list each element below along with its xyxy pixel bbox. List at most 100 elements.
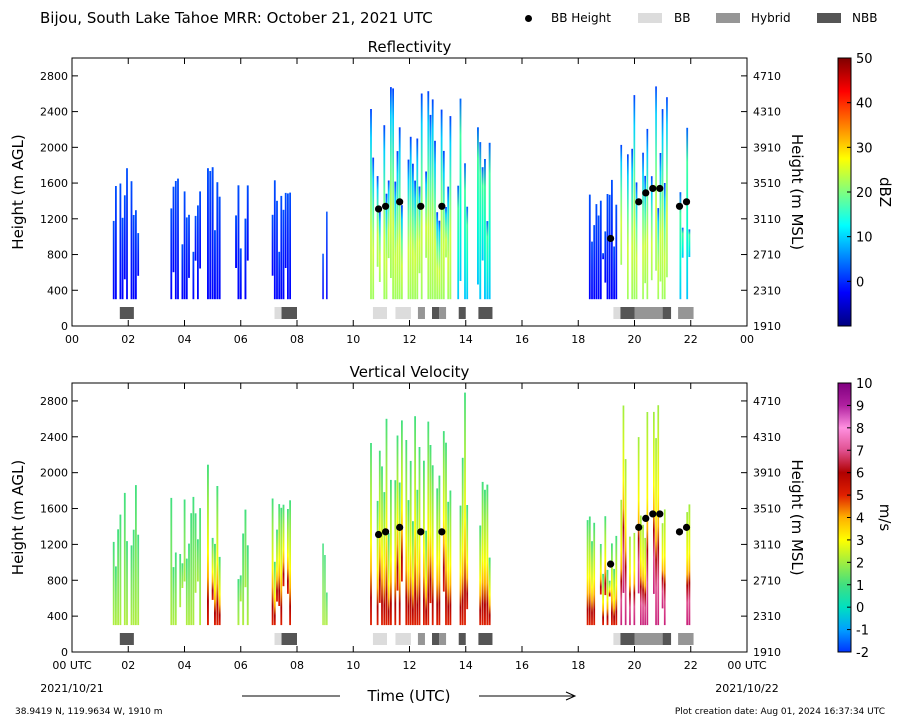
echo-column (394, 480, 397, 626)
echo-column (194, 215, 197, 261)
classification-bar-nbb (458, 307, 466, 319)
echo-column (635, 182, 638, 300)
echo-segment (322, 543, 328, 626)
echo-column (686, 127, 689, 300)
echo-column (123, 492, 126, 626)
echo-column (449, 116, 452, 300)
echo-column (237, 185, 240, 300)
y-axis-label-right: Height (m MSL) (788, 134, 806, 250)
classification-bar-nbb (478, 633, 493, 645)
location-footer: 38.9419 N, 119.9634 W, 1910 m (15, 707, 163, 717)
echo-column (273, 180, 276, 300)
echo-column (115, 566, 117, 626)
echo-column (642, 524, 644, 626)
echo-column (479, 525, 482, 626)
y-tick-label: 800 (47, 574, 68, 587)
classification-bar-hybrid (678, 633, 694, 645)
colorbar-tick-label: 3 (856, 534, 864, 549)
bb-height-point (635, 523, 643, 531)
echo-column (117, 529, 119, 626)
echo-segment (457, 98, 469, 300)
classification-bar-nbb (662, 307, 672, 319)
classification-bar-nbb (281, 633, 297, 645)
echo-segment (271, 498, 291, 626)
bb-height-point (642, 189, 650, 197)
bb-height-point (642, 514, 650, 522)
bb-height-point (649, 184, 657, 193)
echo-column (604, 231, 607, 283)
echo-column (207, 168, 209, 300)
echo-column (126, 168, 128, 300)
figure-title: Bijou, South Lake Tahoe MRR: October 21,… (40, 9, 433, 27)
panel-title: Vertical Velocity (350, 363, 470, 381)
echo-column (137, 534, 140, 626)
echo-column (620, 499, 623, 626)
echo-column (477, 127, 479, 285)
x-tick-label: 22 (684, 659, 698, 672)
classification-bar-bb (372, 633, 387, 645)
hybrid-legend-label: Hybrid (751, 11, 791, 25)
y-tick-label: 2400 (40, 106, 68, 119)
colorbar-tick-label: 0 (856, 601, 864, 616)
echo-column (637, 437, 640, 594)
echo-column (289, 192, 291, 300)
y-tick-label-right: 3510 (753, 177, 781, 190)
echo-segment (235, 185, 249, 300)
y-tick-label: 0 (61, 646, 68, 659)
echo-column (376, 176, 379, 267)
echo-column (398, 127, 401, 300)
echo-column (588, 516, 591, 626)
arrow-head-icon (565, 691, 577, 701)
echo-column (172, 567, 175, 626)
echo-segment (477, 127, 491, 300)
echo-column (381, 466, 383, 626)
echo-column (370, 443, 372, 626)
echo-column (183, 499, 186, 582)
echo-segment (271, 180, 291, 300)
classification-bar-nbb (458, 633, 466, 645)
echo-column (595, 204, 598, 300)
bb-height-point (606, 234, 615, 243)
y-axis-label: Height (m AGL) (9, 134, 27, 249)
colorbar: 0 10 20 30 40 50 dBZ (837, 52, 894, 327)
echo-column (591, 541, 593, 626)
bb-height-point (417, 202, 425, 210)
bb-height-point (649, 510, 657, 518)
echo-column (416, 138, 419, 300)
x-tick-label: 02 (121, 659, 135, 672)
echo-column (387, 180, 390, 259)
bb-height-point (656, 510, 664, 518)
echo-column (459, 98, 462, 281)
echo-column (409, 460, 412, 626)
echo-column (218, 196, 221, 300)
echo-column (112, 541, 115, 626)
y-tick-label-right: 3910 (753, 467, 781, 480)
y-tick-label-right: 2710 (753, 574, 781, 587)
echo-column (659, 153, 662, 282)
echo-column (396, 435, 399, 591)
colorbar-label: m/s (876, 504, 894, 532)
x-tick-label: 12 (403, 333, 417, 346)
x-tick-label: 18 (571, 333, 585, 346)
y-tick-label: 2800 (40, 70, 68, 83)
bb-height-point (635, 198, 643, 206)
x-tick-label: 12 (403, 659, 417, 672)
x-tick-label: 14 (459, 333, 473, 346)
echo-column (378, 450, 381, 603)
y-tick-label: 2000 (40, 141, 68, 154)
echo-column (132, 215, 135, 300)
echo-column (646, 128, 649, 300)
echo-column (121, 217, 124, 300)
echo-column (246, 545, 249, 626)
colorbar-tick-label: 10 (856, 231, 873, 246)
echo-column (629, 536, 631, 626)
echo-column (181, 244, 184, 300)
echo-column (387, 533, 390, 626)
echo-column (663, 183, 666, 300)
x-tick-label: 10 (346, 659, 360, 672)
echo-column (405, 440, 408, 626)
echo-column (431, 465, 434, 626)
echo-column (170, 208, 173, 300)
echo-column (119, 514, 122, 626)
